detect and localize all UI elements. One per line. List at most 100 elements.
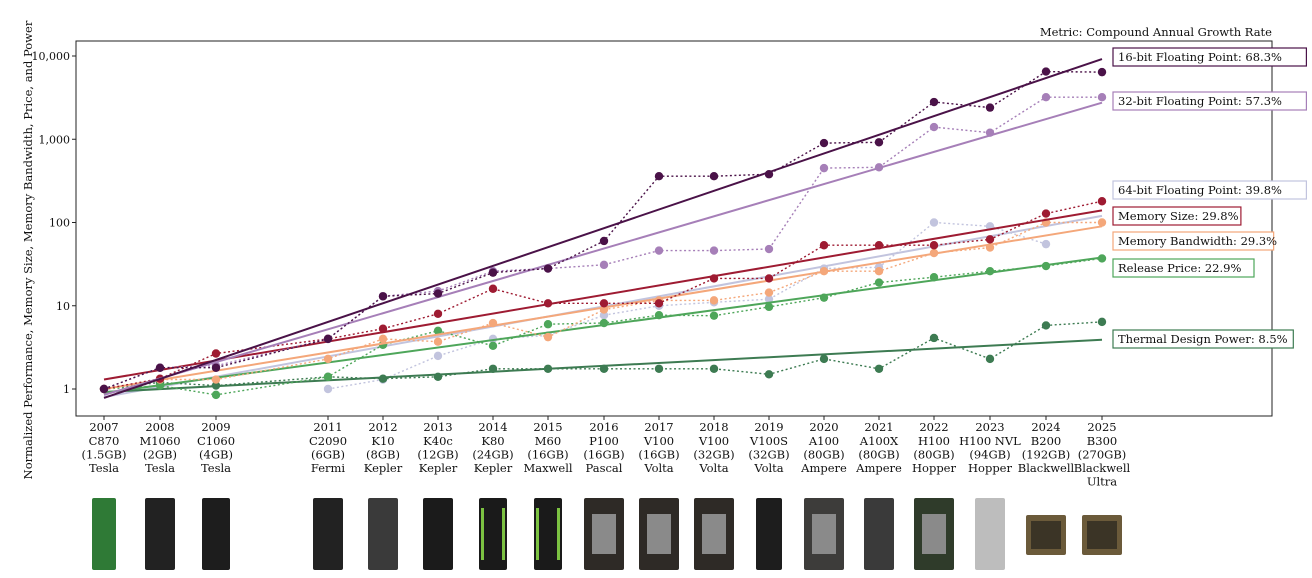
data-point (433, 372, 443, 382)
data-point (323, 354, 333, 364)
data-point (543, 320, 553, 329)
data-point (488, 341, 498, 351)
data-point (155, 381, 165, 390)
x-tick-gpu-line: (16GB) (527, 448, 568, 462)
data-point (211, 349, 221, 358)
x-tick-gpu-line: (6GB) (311, 448, 345, 462)
gpu-card-accent (536, 508, 539, 560)
series-trend-line (103, 209, 1103, 381)
data-point (654, 246, 664, 255)
data-point (764, 294, 774, 304)
data-point (378, 374, 388, 383)
series-label-box: Memory Bandwidth: 29.3% (1112, 231, 1277, 251)
data-point (599, 305, 609, 314)
x-tick-gpu-line: Hopper (912, 461, 956, 475)
data-point (874, 267, 884, 276)
series-label-border (1112, 231, 1275, 251)
data-point (985, 235, 995, 244)
x-tick-gpu-line: Kepler (474, 461, 513, 475)
x-tick-gpu-line: Volta (753, 461, 783, 475)
x-tick-year: 2008 (145, 420, 174, 434)
x-tick-year: 2018 (699, 420, 728, 434)
gpu-card-icon (864, 498, 894, 570)
x-tick-gpu-line: Ampere (800, 461, 847, 475)
data-point (543, 364, 553, 373)
series-memory-bandwidth (99, 218, 1107, 394)
gpu-die (647, 514, 671, 554)
data-point (819, 293, 829, 302)
x-tick-year: 2022 (919, 420, 948, 434)
series-label-text: Memory Size: 29.8% (1118, 209, 1239, 223)
data-point (819, 267, 829, 276)
data-point (1097, 92, 1107, 102)
gpu-card-icon (584, 498, 624, 570)
data-point (378, 292, 388, 301)
y-axis-label: Normalized Performance, Memory Size, Mem… (21, 20, 35, 479)
data-point (599, 318, 609, 328)
gpu-card-icon (756, 498, 782, 570)
x-tick-gpu-line: (32GB) (693, 448, 734, 462)
gpu-card-body (975, 498, 1005, 570)
data-point (323, 372, 333, 382)
series-label-text: Thermal Design Power: 8.5% (1118, 332, 1288, 346)
data-point (323, 384, 333, 394)
data-point (709, 364, 719, 373)
x-tick-gpu-line: A100X (859, 434, 899, 448)
x-tick-gpu-line: K80 (481, 434, 504, 448)
series-label-box: Thermal Design Power: 8.5% (1112, 329, 1294, 349)
series-label-border (1112, 258, 1255, 278)
data-point (433, 337, 443, 346)
series-labels: 16-bit Floating Point: 68.3% 32-bit Float… (1112, 47, 1307, 349)
data-point (709, 274, 719, 283)
gpu-card-body (534, 498, 562, 570)
data-point (929, 97, 939, 107)
series-label-box: 64-bit Floating Point: 39.8% (1112, 180, 1307, 200)
gpu-card-icon (975, 498, 1005, 570)
gpu-card-icon (145, 498, 175, 570)
data-point (654, 299, 664, 308)
x-tick-gpu-line: Pascal (586, 461, 623, 475)
gpu-card-accent (557, 508, 560, 560)
gpu-card-body (92, 498, 116, 570)
gpu-die (1087, 521, 1117, 549)
gpu-card-body (202, 498, 230, 570)
data-point (1041, 209, 1051, 218)
series-label-text: Memory Bandwidth: 29.3% (1118, 234, 1277, 248)
x-tick-year: 2013 (423, 420, 452, 434)
data-point (599, 364, 609, 373)
series-dotted-line (103, 321, 1103, 390)
x-tick-gpu-line: A100 (808, 434, 839, 448)
data-point (1097, 317, 1107, 327)
x-tick-year: 2017 (644, 420, 673, 434)
x-tick-year: 2024 (1031, 420, 1060, 434)
x-tick-year: 2011 (313, 420, 342, 434)
data-point (764, 170, 774, 179)
x-tick-year: 2016 (589, 420, 618, 434)
series-dotted-line (103, 70, 1103, 390)
data-point (543, 332, 553, 342)
data-point (929, 273, 939, 282)
gpu-card-body (313, 498, 343, 570)
x-tick-gpu-line: (4GB) (199, 448, 233, 462)
data-point (1097, 197, 1107, 206)
x-tick-year: 2012 (368, 420, 397, 434)
data-point (323, 334, 333, 344)
data-point (488, 364, 498, 373)
data-point (599, 236, 609, 246)
series-memory-size (99, 197, 1107, 394)
data-point (1041, 261, 1051, 271)
metric-note: Metric: Compound Annual Growth Rate (1040, 25, 1272, 39)
data-point (543, 264, 553, 273)
x-tick-year: 2019 (754, 420, 783, 434)
data-point (985, 267, 995, 276)
x-axis-categories: 2007C870(1.5GB)Tesla2008M1060(2GB)Tesla2… (82, 416, 1131, 489)
data-point (709, 171, 719, 181)
x-tick-gpu-line: Volta (698, 461, 728, 475)
data-point (99, 384, 109, 394)
gpu-card-icon (368, 498, 398, 570)
data-point (764, 302, 774, 312)
data-point (985, 103, 995, 112)
x-tick-gpu-line: (8GB) (366, 448, 400, 462)
data-point (764, 288, 774, 297)
series-16-bit-floating-point (99, 58, 1107, 399)
